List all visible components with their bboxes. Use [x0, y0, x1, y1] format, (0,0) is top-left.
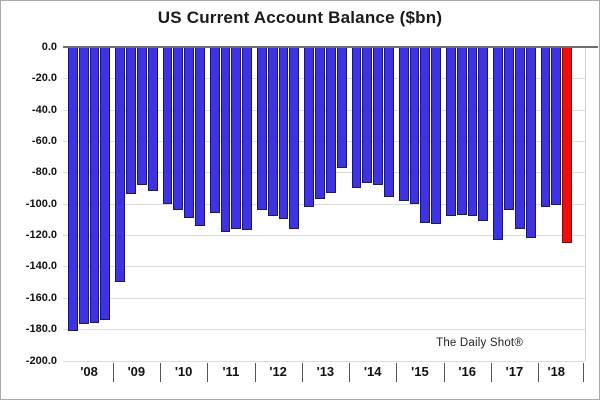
x-year-label: '10 [174, 364, 193, 379]
year-separator [443, 363, 445, 382]
bar [220, 47, 231, 232]
year-separator [112, 363, 114, 382]
right-spine [585, 47, 586, 361]
year-separator [254, 363, 256, 382]
bar [126, 47, 136, 195]
bar [362, 47, 373, 184]
bar [78, 47, 89, 325]
y-tick-label: 0.0 [41, 41, 57, 53]
bar [89, 47, 100, 323]
y-tick-label: -20.0 [31, 72, 57, 85]
gridline [63, 203, 585, 205]
bar [540, 47, 551, 207]
year-separator [538, 363, 540, 382]
watermark-the-daily-shot: The Daily Shot® [436, 337, 523, 349]
bar [467, 47, 478, 217]
gridline [63, 297, 585, 299]
x-year-label: '09 [127, 364, 146, 379]
y-tick-label: -80.0 [31, 166, 57, 179]
x-year-label: '11 [222, 364, 240, 379]
year-separator [490, 363, 492, 382]
bar [267, 47, 278, 217]
y-tick-label: -120.0 [25, 229, 57, 242]
bar [551, 47, 562, 206]
x-year-label: '12 [269, 364, 287, 379]
bar [209, 47, 220, 214]
y-tick-label: -140.0 [25, 260, 57, 273]
year-separator [349, 363, 351, 382]
bar [173, 47, 184, 211]
bar [504, 47, 514, 211]
bar [147, 47, 158, 192]
chart-title: US Current Account Balance ($bn) [157, 8, 443, 27]
bar [383, 47, 394, 198]
bar [257, 47, 267, 211]
bar [304, 47, 315, 207]
year-separator [160, 363, 161, 382]
x-year-label: '15 [411, 364, 429, 379]
bar [278, 47, 289, 220]
x-year-label: '17 [505, 364, 524, 379]
bar [351, 47, 362, 189]
y-tick-label: -100.0 [25, 197, 57, 210]
x-year-label: '13 [316, 364, 335, 379]
x-year-label: '08 [80, 364, 98, 379]
bar [514, 47, 525, 229]
highlighted-latest-bar [562, 47, 572, 243]
y-tick-label: -40.0 [31, 103, 57, 116]
zero-baseline [63, 46, 598, 48]
gridline [63, 235, 585, 237]
bar [315, 47, 325, 200]
bar [398, 47, 409, 201]
gridline [63, 266, 585, 268]
bar [115, 47, 126, 283]
bar [493, 47, 504, 240]
bar [231, 47, 242, 229]
bar [525, 47, 536, 239]
y-tick-label: -200.0 [25, 354, 57, 367]
bar [409, 47, 420, 204]
bar [162, 47, 173, 204]
y-tick-label: -160.0 [25, 291, 57, 304]
bar [68, 47, 78, 331]
x-year-label: '18 [547, 364, 566, 379]
year-separator [396, 363, 398, 382]
bar [325, 47, 336, 193]
bar [194, 47, 205, 226]
bar [242, 47, 253, 231]
bar [420, 47, 431, 223]
bar [373, 47, 383, 185]
gridline [63, 360, 585, 362]
year-separator [583, 363, 584, 382]
y-tick-label: -180.0 [25, 323, 57, 336]
bar [289, 47, 300, 229]
bar [100, 47, 111, 320]
bar [446, 47, 456, 217]
x-year-label: '16 [458, 364, 476, 379]
year-separator [207, 363, 209, 382]
gridline [63, 329, 585, 331]
bar [456, 47, 467, 215]
bar [136, 47, 147, 185]
bar [184, 47, 194, 218]
y-tick-label: -60.0 [31, 135, 57, 148]
bar [478, 47, 489, 221]
year-separator [301, 363, 303, 382]
bar [336, 47, 347, 168]
x-year-label: '14 [363, 364, 382, 379]
bar [431, 47, 442, 225]
